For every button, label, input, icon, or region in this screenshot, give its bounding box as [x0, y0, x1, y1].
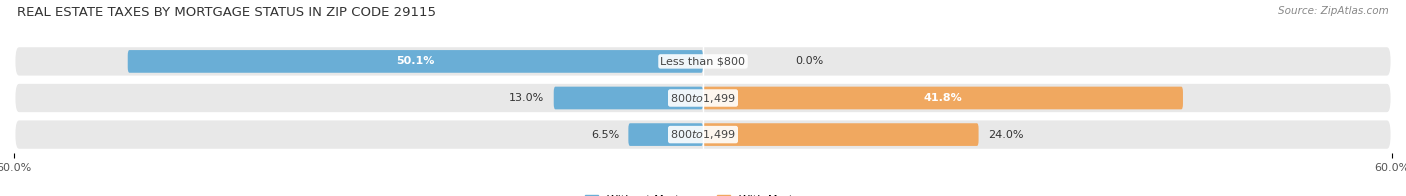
Text: $800 to $1,499: $800 to $1,499 — [671, 128, 735, 141]
Legend: Without Mortgage, With Mortgage: Without Mortgage, With Mortgage — [582, 193, 824, 196]
FancyBboxPatch shape — [14, 119, 1392, 150]
Text: Source: ZipAtlas.com: Source: ZipAtlas.com — [1278, 6, 1389, 16]
FancyBboxPatch shape — [128, 50, 703, 73]
Text: REAL ESTATE TAXES BY MORTGAGE STATUS IN ZIP CODE 29115: REAL ESTATE TAXES BY MORTGAGE STATUS IN … — [17, 6, 436, 19]
Text: $800 to $1,499: $800 to $1,499 — [671, 92, 735, 104]
FancyBboxPatch shape — [703, 123, 979, 146]
Text: 0.0%: 0.0% — [794, 56, 823, 66]
FancyBboxPatch shape — [703, 87, 1182, 109]
Text: Less than $800: Less than $800 — [661, 56, 745, 66]
FancyBboxPatch shape — [628, 123, 703, 146]
Text: 24.0%: 24.0% — [988, 130, 1024, 140]
Text: 13.0%: 13.0% — [509, 93, 544, 103]
Text: 50.1%: 50.1% — [396, 56, 434, 66]
Text: 6.5%: 6.5% — [591, 130, 619, 140]
FancyBboxPatch shape — [554, 87, 703, 109]
FancyBboxPatch shape — [14, 83, 1392, 113]
Text: 41.8%: 41.8% — [924, 93, 962, 103]
FancyBboxPatch shape — [14, 46, 1392, 77]
